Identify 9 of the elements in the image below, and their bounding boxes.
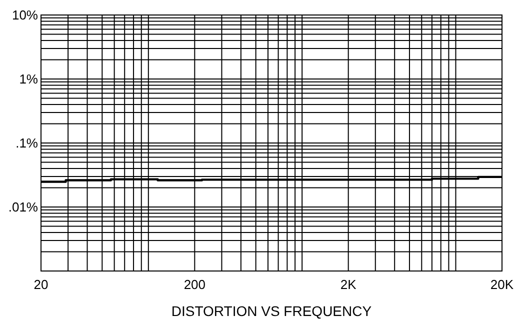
y-tick-label: 10%: [12, 8, 38, 23]
x-tick-label: 200: [184, 277, 206, 292]
y-tick-label: 1%: [19, 72, 38, 87]
y-tick-label: .01%: [8, 200, 38, 215]
x-axis-title: DISTORTION VS FREQUENCY: [171, 303, 372, 319]
y-tick-label: .1%: [16, 136, 38, 151]
x-tick-label: 20: [34, 277, 48, 292]
x-tick-label: 20K: [490, 277, 514, 292]
x-tick-label: 2K: [340, 277, 357, 292]
